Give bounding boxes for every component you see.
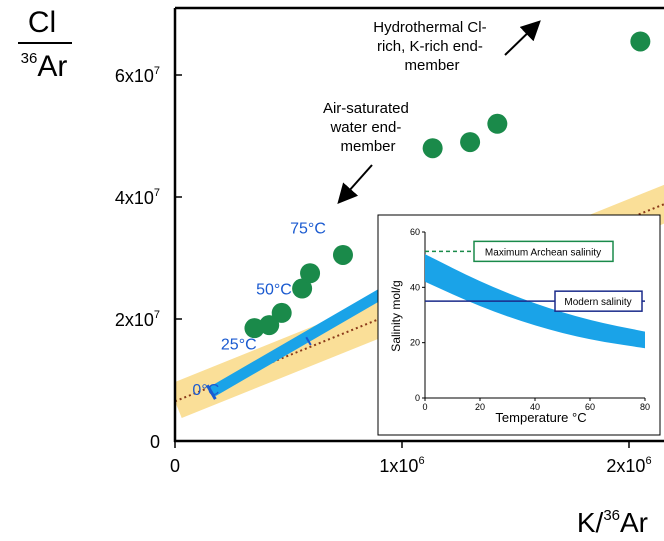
inset-archean-label: Maximum Archean salinity (485, 247, 601, 258)
y-axis-label-denominator: 36Ar (21, 50, 68, 83)
data-point (332, 244, 353, 265)
inset-modern-label: Modern salinity (564, 297, 631, 308)
annotation-hydrothermal: Hydrothermal Cl- rich, K-rich end- membe… (373, 19, 491, 74)
data-point (487, 113, 508, 134)
annotation-air-saturated: Air-saturated water end- member (323, 100, 413, 155)
data-point (259, 315, 280, 336)
y-tick-label: 4x107 (115, 187, 160, 208)
ticks: 75°C 50°C 25°C 0°C 0 2x107 4x107 6x107 0 1x106 2x1… (115, 65, 652, 476)
inset-y-tick-label: 60 (410, 227, 420, 237)
inset-x-axis-label: Temperature °C (495, 410, 586, 425)
inset-y-axis-label: Salinity mol/g (389, 280, 403, 351)
inset-x-tick-label: 80 (640, 402, 650, 412)
data-point (460, 132, 481, 153)
data-point (422, 138, 443, 159)
inset-modern-label-box (554, 290, 643, 312)
temperature-label: 25°C (221, 336, 257, 353)
temperature-label: 0°C (192, 382, 219, 399)
x-tick-label: 2x106 (606, 455, 651, 476)
inset-chart: Maximum Archean salinity Modern salinity 0… (377, 214, 661, 436)
x-tick-label: 0 (170, 456, 180, 476)
inset-salinity-band (425, 254, 645, 349)
x-tick-label: 1x106 (379, 455, 424, 476)
inset-y-tick-label: 20 (410, 338, 420, 348)
temperature-label: 75°C (290, 221, 326, 238)
inset-y-tick-label: 40 (410, 282, 420, 292)
data-point (271, 302, 292, 323)
inset-x-tick-label: 0 (422, 402, 427, 412)
arrow-hydrothermal (504, 20, 541, 56)
inset-y-tick-label: 0 (415, 393, 420, 403)
temperature-bar-cap-bottom (206, 384, 217, 400)
axes (173, 6, 664, 443)
y-axis-label-numerator: Cl (28, 6, 56, 39)
inset-x-tick-label: 40 (530, 402, 540, 412)
data-point (292, 278, 313, 299)
inset-x-tick-label: 60 (585, 402, 595, 412)
fit-line (175, 203, 664, 403)
inset-x-tick-label: 20 (475, 402, 485, 412)
x-axis-label: K/36Ar (577, 507, 648, 538)
y-tick-label: 0 (150, 432, 160, 452)
y-tick-label: 6x107 (115, 65, 160, 86)
data-point (300, 263, 321, 284)
temperature-label: 50°C (256, 282, 292, 299)
inset-archean-label-box (473, 240, 614, 263)
arrow-air-saturated (337, 164, 373, 204)
y-tick-label: 2x107 (115, 309, 160, 330)
temperature-bar-tick (305, 336, 312, 346)
data-point (630, 31, 651, 52)
